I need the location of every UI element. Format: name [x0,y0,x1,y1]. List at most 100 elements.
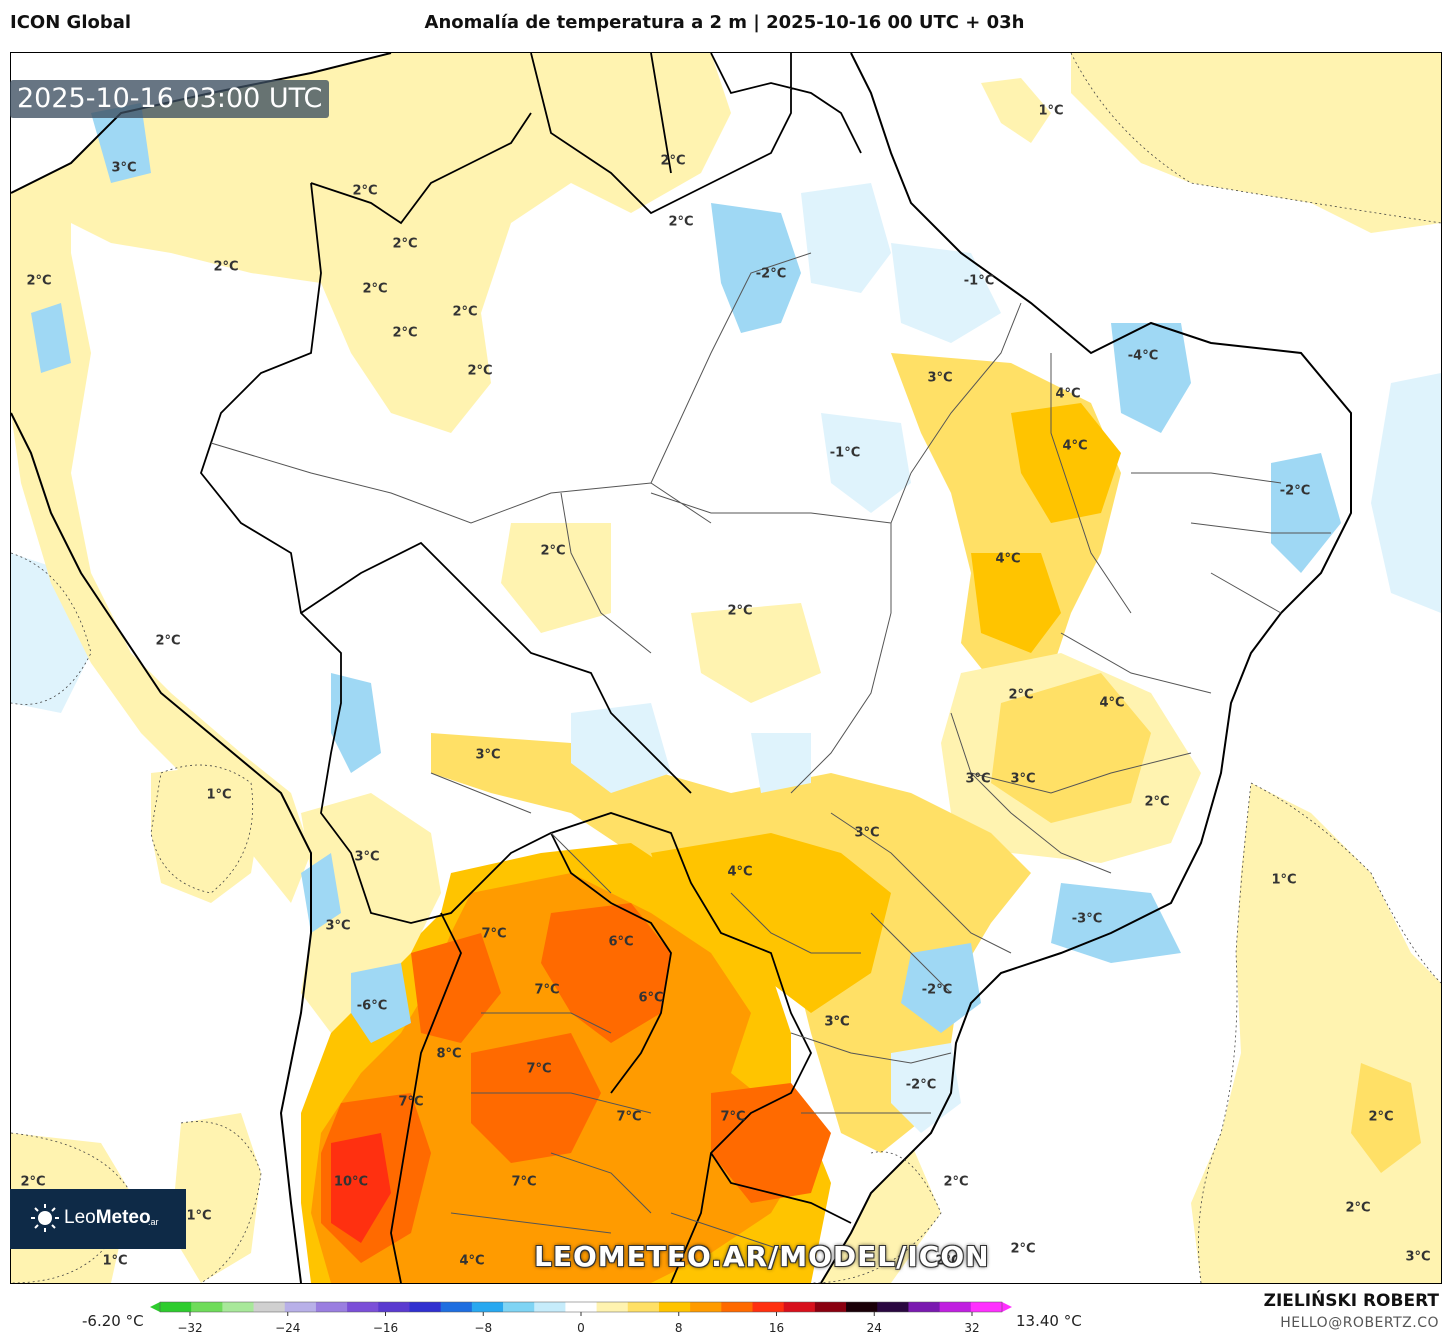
colorbar-segment [534,1302,566,1312]
contour-label: 2°C [392,325,418,341]
contour-label: 2°C [155,633,181,649]
contour-label: 2°C [727,603,753,619]
colorbar-segment [658,1302,691,1312]
colorbar-segment [908,1302,941,1312]
colorbar-segment [471,1302,504,1312]
country-borders [199,53,862,1283]
contour-label: 2°C [452,304,478,320]
contour-label: 3°C [354,849,380,865]
contour-label: 3°C [325,918,351,934]
contour-label: 2°C [352,183,378,199]
author-credit: ZIELIŃSKI ROBERT [1263,1291,1439,1311]
colorbar-low-arrow [150,1302,160,1312]
colorbar-segment [846,1302,878,1312]
colorbar-segment [440,1302,473,1312]
colorbar-segment [627,1302,660,1312]
contour-label: 1°C [186,1208,212,1224]
contour-label: 1°C [102,1253,128,1269]
contour-label: 4°C [727,864,753,880]
colorbar-segment [503,1302,535,1312]
contour-label: 2°C [26,273,52,289]
leometeo-logo: LeoMeteo .ar [10,1189,186,1249]
colorbar-tick-label: 24 [867,1321,882,1335]
contour-label: 7°C [398,1094,424,1110]
colorbar-segment [970,1302,1003,1312]
land-anomaly-fields [11,53,1201,1283]
contour-label: 2°C [668,214,694,230]
contour-label: 6°C [608,934,634,950]
colorbar-segment [690,1302,722,1312]
logo-text: LeoMeteo [64,1207,151,1228]
colorbar-tick-label: 0 [577,1321,585,1335]
contour-label: 3°C [824,1014,850,1030]
contour-label: 6°C [638,990,664,1006]
contour-label: -2°C [921,982,953,998]
colorbar-tick-label: −24 [275,1321,300,1335]
contour-label: 7°C [616,1109,642,1125]
sun-icon [31,1204,59,1232]
contour-label: 7°C [534,982,560,998]
colorbar-segment [783,1302,816,1312]
contour-label: 3°C [854,825,880,841]
contour-label: -2°C [1279,483,1311,499]
colorbar-max-label: 13.40 °C [1016,1312,1082,1330]
logo-tld: .ar [148,1217,159,1227]
contour-label: 3°C [111,160,137,176]
contour-label: -2°C [755,266,787,282]
contour-label: 7°C [481,926,507,942]
colorbar-segment [378,1302,410,1312]
contour-label: 10°C [333,1174,369,1190]
colorbar-high-arrow [1002,1302,1012,1312]
contour-label: 2°C [1368,1109,1394,1125]
contour-label: 2°C [1008,687,1034,703]
contour-label: 2°C [467,363,493,379]
colorbar-tick-label: −32 [177,1321,202,1335]
colorbar-tick-label: −8 [474,1321,492,1335]
contour-label: 4°C [1062,438,1088,454]
colorbar-segment [752,1302,785,1312]
contour-label: 3°C [965,771,991,787]
contour-label: -6°C [356,998,388,1014]
contour-label: 2°C [213,259,239,275]
contour-label: 2°C [1010,1241,1036,1257]
colorbar-segment [222,1302,255,1312]
colorbar-segment [315,1302,348,1312]
contour-label: 2°C [1345,1200,1371,1216]
contour-label: 2°C [20,1174,46,1190]
contour-label: 3°C [1010,771,1036,787]
contour-label: 4°C [1099,695,1125,711]
contour-label: 3°C [475,747,501,763]
contour-label: 4°C [1055,386,1081,402]
state-borders [210,252,1331,1254]
contour-label: 2°C [540,543,566,559]
colorbar-segment [347,1302,379,1312]
model-name: ICON Global [10,12,132,33]
contour-label: 2°C [362,281,388,297]
contour-label: 7°C [511,1174,537,1190]
contour-label: -1°C [829,445,861,461]
contour-label: -3°C [1071,911,1103,927]
colorbar-segment [253,1302,286,1312]
colorbar-segment [565,1302,598,1312]
map-area: 1°C 2°C 2°C 2°C 2°C 2°C 2°C 2°C 2°C 2°C … [10,52,1442,1284]
contour-label: -1°C [963,273,995,289]
ocean-anomaly-patches [11,53,1441,1283]
colorbar-tick-label: 32 [964,1321,979,1335]
colorbar-segment [877,1302,909,1312]
contour-label: 4°C [995,551,1021,567]
colorbar-segment [409,1302,442,1312]
contour-label: 1°C [1271,872,1297,888]
colorbar-segment [596,1302,629,1312]
contour-label: 2°C [1144,794,1170,810]
colorbar: −32 −24 −16 −8 0 8 16 24 32 [150,1301,1012,1335]
valid-time-badge: 2025-10-16 03:00 UTC [10,80,330,118]
contour-label: 2°C [943,1174,969,1190]
colorbar-segment [284,1302,317,1312]
contour-label: 7°C [720,1109,746,1125]
colorbar-segment [939,1302,972,1312]
colorbar-segment [191,1302,223,1312]
contour-label: 3°C [824,1014,850,1030]
contour-label: -4°C [1127,348,1159,364]
contour-label: 3°C [1405,1249,1431,1265]
colorbar-segment [814,1302,847,1312]
